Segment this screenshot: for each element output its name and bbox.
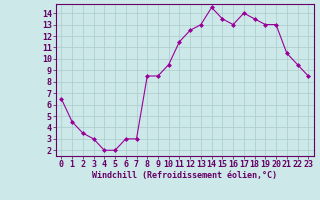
X-axis label: Windchill (Refroidissement éolien,°C): Windchill (Refroidissement éolien,°C) [92,171,277,180]
